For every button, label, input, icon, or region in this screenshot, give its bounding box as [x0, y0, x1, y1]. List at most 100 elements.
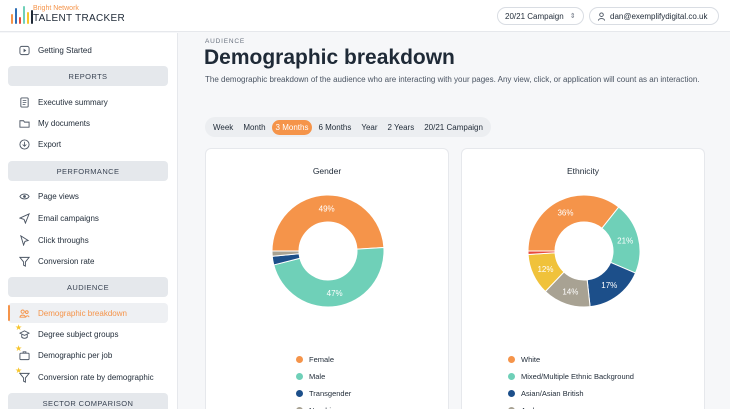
users-icon [19, 308, 30, 319]
breadcrumb: AUDIENCE [205, 38, 245, 45]
cursor-icon [19, 234, 30, 246]
legend-swatch [296, 356, 303, 363]
sidebar-item-label: Export [38, 139, 62, 149]
campaign-select[interactable]: 20/21 Campaign ⇕ [497, 7, 584, 25]
legend-item[interactable]: Arab [508, 402, 634, 409]
user-email: dan@exemplifydigital.co.uk [610, 11, 708, 21]
user-icon [597, 11, 606, 21]
chart-title: Ethnicity [566, 166, 600, 176]
legend-label: Arab [521, 406, 537, 409]
sidebar-item-label: Getting Started [38, 45, 92, 55]
legend-item[interactable]: Female [296, 351, 351, 368]
tab-month[interactable]: Month [243, 122, 266, 132]
sidebar-item-executive-summary[interactable]: Executive summary [8, 92, 168, 112]
sidebar-item-export[interactable]: Export [8, 134, 168, 154]
campaign-select-value: 20/21 Campaign [505, 11, 564, 21]
ethnicity-chart-card: Ethnicity 36% 21% 17% 14% 12% White Mixed/Mul… [461, 148, 705, 409]
donut-slice-white[interactable] [527, 194, 620, 252]
send-icon [19, 212, 30, 224]
user-account-button[interactable]: dan@exemplifydigital.co.uk [589, 7, 719, 25]
section-performance: PERFORMANCE [8, 161, 168, 181]
sidebar-item-label: Demographic breakdown [38, 308, 127, 318]
folder-icon [19, 118, 30, 129]
data-label: 17% [601, 281, 617, 290]
sidebar-item-page-views[interactable]: Page views [8, 186, 168, 206]
chart-title: Gender [312, 166, 342, 176]
donut-slice-female[interactable] [271, 194, 385, 252]
legend-swatch [508, 356, 515, 363]
sidebar-item-conversion-rate-by-demographic[interactable]: ★ Conversion rate by demographic [8, 366, 168, 387]
legend-label: Asian/Asian British [521, 389, 584, 398]
tab-3-months[interactable]: 3 Months [271, 119, 313, 135]
ethnicity-legend: White Mixed/Multiple Ethnic Background Asi… [508, 351, 634, 409]
sidebar-item-click-throughs[interactable]: Click throughs [8, 230, 168, 250]
sidebar-item-label: Page views [38, 191, 79, 201]
sidebar-item-label: Conversion rate by demographic [38, 372, 154, 382]
tab-2-years[interactable]: 2 Years [387, 122, 415, 132]
sidebar-item-email-campaigns[interactable]: Email campaigns [8, 208, 168, 228]
section-sector-comparison: SECTOR COMPARISON [8, 393, 168, 409]
page-description: The demographic breakdown of the audienc… [205, 75, 700, 84]
data-label: 49% [319, 205, 335, 214]
legend-label: Transgender [309, 389, 352, 398]
eye-icon [19, 191, 30, 202]
sidebar: Getting Started REPORTS Executive summar… [0, 33, 178, 409]
sidebar-item-my-documents[interactable]: My documents [8, 113, 168, 133]
legend-swatch [508, 373, 515, 380]
main-content: AUDIENCE Demographic breakdown The demog… [178, 33, 730, 409]
data-label: 47% [327, 289, 343, 298]
brand-big-text: TALENT TRACKER [33, 13, 125, 24]
sidebar-item-label: Click throughs [38, 235, 89, 245]
filter-icon: ★ [15, 366, 30, 383]
tab-6-months[interactable]: 6 Months [318, 122, 352, 132]
sidebar-item-demographic-breakdown[interactable]: Demographic breakdown [8, 303, 168, 323]
ethnicity-donut-chart: 36% 21% 17% 14% 12% [527, 194, 641, 308]
tab-campaign[interactable]: 20/21 Campaign [424, 122, 483, 132]
legend-swatch [296, 373, 303, 380]
donut-slice-non-binary[interactable] [271, 250, 300, 257]
legend-label: Mixed/Multiple Ethnic Background [521, 372, 634, 381]
legend-item[interactable]: Transgender [296, 385, 351, 402]
tab-week[interactable]: Week [213, 122, 234, 132]
download-icon [19, 138, 30, 150]
legend-label: White [521, 355, 541, 364]
sidebar-item-label: Email campaigns [38, 213, 99, 223]
star-icon: ★ [15, 322, 23, 332]
gender-donut-chart: 49% 47% [271, 194, 385, 308]
donut-slice-other[interactable] [527, 250, 556, 256]
sidebar-item-demographic-per-job[interactable]: ★ Demographic per job [8, 344, 168, 365]
data-label: 21% [617, 237, 633, 246]
sidebar-item-label: Degree subject groups [38, 329, 119, 339]
legend-label: Non-binary [309, 406, 346, 409]
sidebar-item-getting-started[interactable]: Getting Started [8, 40, 168, 60]
document-icon [19, 96, 30, 108]
legend-swatch [508, 407, 515, 409]
graduation-cap-icon: ★ [15, 323, 30, 340]
legend-item[interactable]: Mixed/Multiple Ethnic Background [508, 368, 634, 385]
brand-name[interactable]: Bright Network TALENT TRACKER [33, 5, 125, 25]
sidebar-item-conversion-rate[interactable]: Conversion rate [8, 251, 168, 271]
legend-item[interactable]: Non-binary [296, 402, 351, 409]
page-title: Demographic breakdown [204, 46, 455, 69]
star-icon: ★ [15, 365, 23, 375]
donut-slice-male[interactable] [273, 246, 385, 308]
section-audience: AUDIENCE [8, 277, 168, 297]
sidebar-item-degree-subject-groups[interactable]: ★ Degree subject groups [8, 323, 168, 344]
legend-item[interactable]: Male [296, 368, 351, 385]
data-label: 36% [557, 209, 573, 218]
brand-logo-icon[interactable] [11, 6, 33, 24]
select-arrows-icon: ⇕ [569, 13, 576, 20]
data-label: 14% [562, 287, 578, 296]
legend-item[interactable]: Asian/Asian British [508, 385, 634, 402]
filter-icon [19, 256, 30, 267]
legend-swatch [296, 390, 303, 397]
tab-year[interactable]: Year [361, 122, 378, 132]
sidebar-item-label: Executive summary [38, 97, 108, 107]
legend-label: Female [309, 355, 335, 364]
legend-item[interactable]: White [508, 351, 634, 368]
top-header: Bright Network TALENT TRACKER 20/21 Camp… [0, 0, 730, 32]
brand-small-text: Bright Network [33, 5, 79, 12]
legend-swatch [508, 390, 515, 397]
time-range-tabs: Week Month 3 Months 6 Months Year 2 Year… [205, 117, 491, 137]
briefcase-icon: ★ [15, 344, 30, 361]
